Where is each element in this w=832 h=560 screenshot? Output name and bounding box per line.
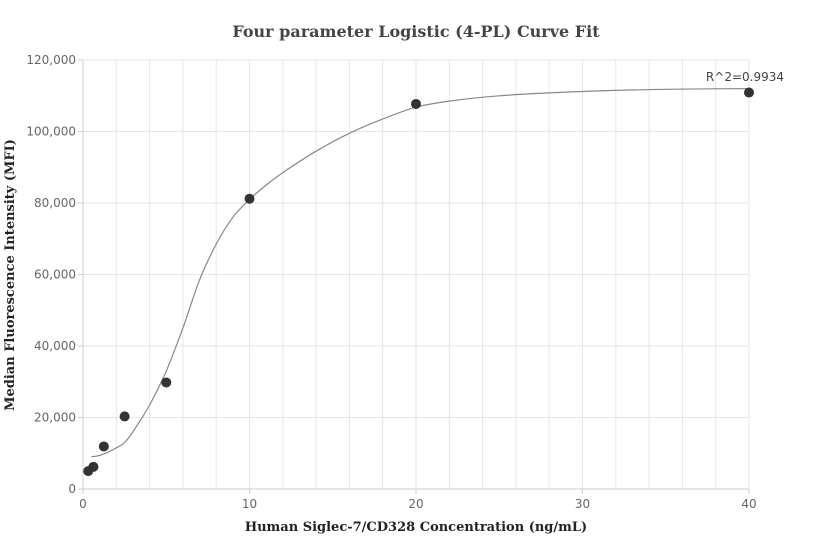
x-axis-title: Human Siglec-7/CD328 Concentration (ng/m… — [245, 520, 587, 535]
data-point — [119, 411, 130, 422]
grid-lines — [83, 59, 750, 489]
x-tick-label: 30 — [575, 497, 590, 511]
axes — [78, 59, 750, 494]
data-points — [83, 87, 754, 477]
chart-title: Four parameter Logistic (4-PL) Curve Fit — [232, 22, 600, 41]
y-tick-label: 100,000 — [26, 125, 76, 139]
data-point — [98, 441, 109, 452]
y-axis-title: Median Fluorescence Intensity (MFI) — [3, 139, 18, 411]
x-tick-label: 20 — [408, 497, 423, 511]
y-tick-label: 0 — [68, 482, 76, 496]
y-tick-label: 80,000 — [34, 196, 76, 210]
y-tick-label: 20,000 — [34, 411, 76, 425]
data-point — [744, 87, 754, 98]
data-point — [88, 461, 99, 472]
y-tick-label: 60,000 — [34, 268, 76, 282]
r-squared-annotation: R^2=0.9934 — [706, 70, 784, 84]
x-tick-label: 10 — [242, 497, 257, 511]
y-tick-label: 120,000 — [26, 53, 76, 67]
x-tick-label: 40 — [741, 497, 756, 511]
data-point — [161, 377, 172, 388]
x-tick-label: 0 — [79, 497, 87, 511]
data-point — [244, 193, 255, 204]
tick-labels: 0 20,000 40,000 60,000 80,000 100,000 120,000 0… — [26, 53, 756, 511]
y-tick-label: 40,000 — [34, 339, 76, 353]
fit-curve — [91, 88, 750, 458]
data-point — [411, 98, 421, 109]
